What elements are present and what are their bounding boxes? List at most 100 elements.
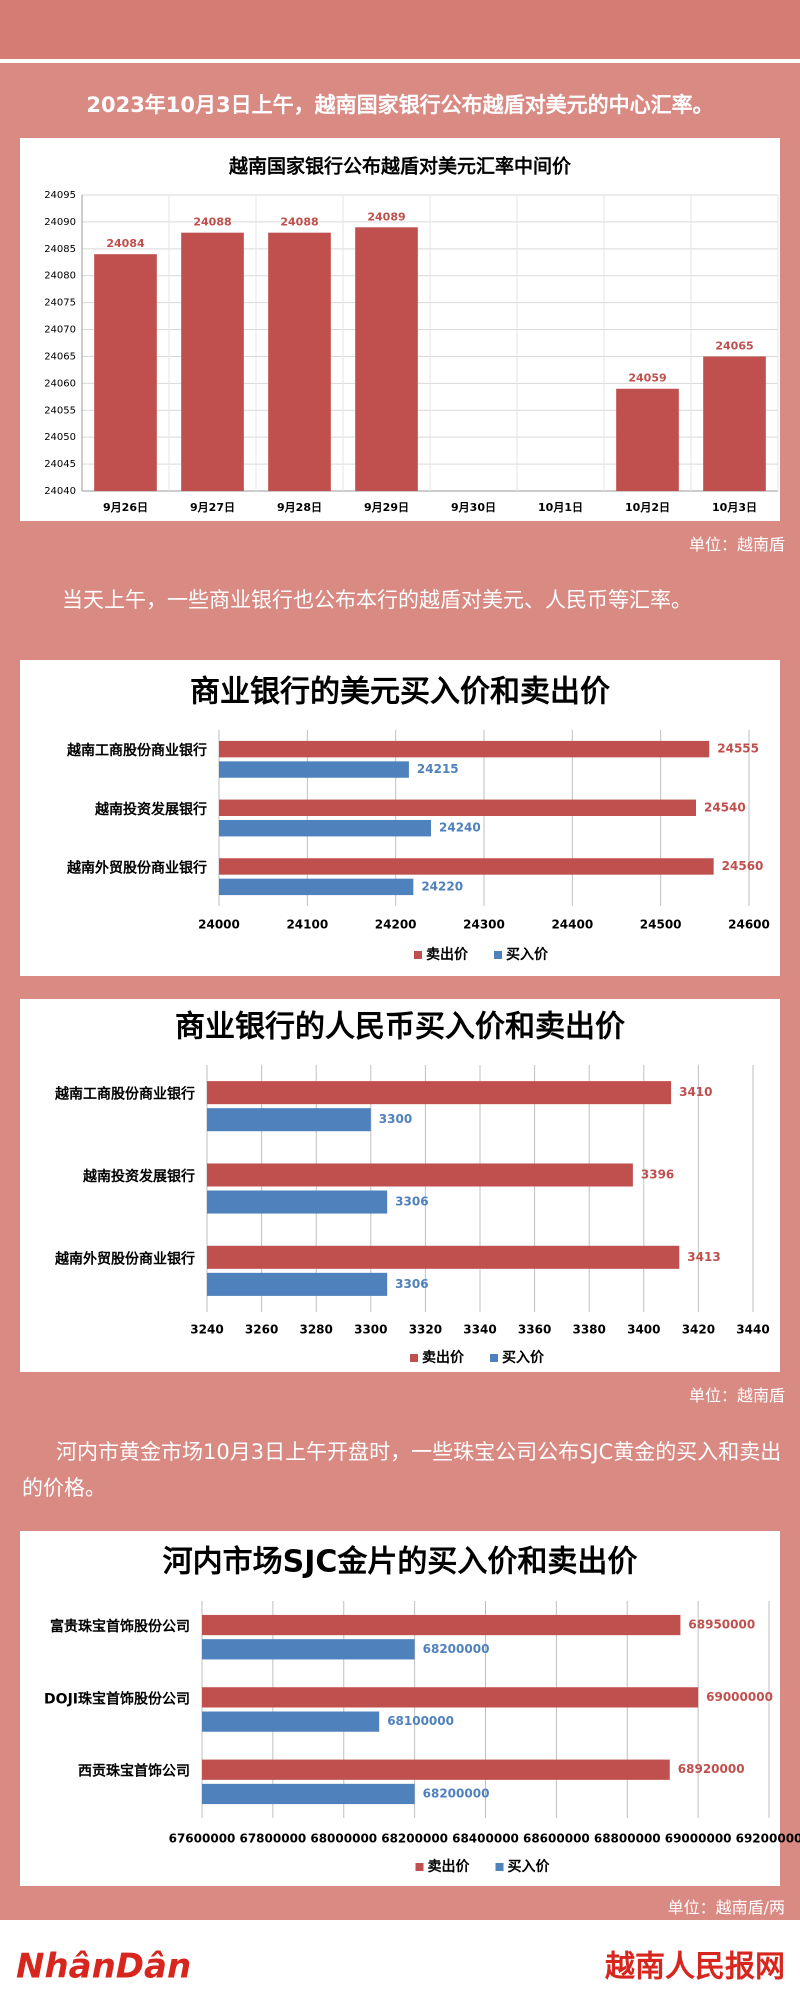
- bar: [181, 232, 244, 491]
- bar: [207, 1245, 680, 1269]
- value-label: 24059: [628, 372, 666, 385]
- bar: [219, 761, 409, 778]
- bar: [207, 1108, 371, 1132]
- legend-label: 卖出价: [426, 946, 469, 963]
- x-tick-label: 3340: [463, 1323, 496, 1337]
- top-rule: [0, 59, 800, 63]
- bar: [207, 1272, 388, 1296]
- y-tick-label: 24045: [44, 459, 76, 470]
- x-tick-label: 24200: [375, 918, 417, 932]
- y-tick-label: 24055: [44, 405, 76, 416]
- legend-swatch: [410, 1354, 418, 1362]
- bar: [202, 1783, 415, 1805]
- x-tick-label: 24000: [198, 918, 240, 932]
- value-label: 68200000: [423, 1642, 490, 1656]
- x-tick-label: 67600000: [169, 1832, 236, 1846]
- chart-title: 商业银行的美元买入价和卖出价: [190, 675, 610, 710]
- x-tick-label: 3400: [627, 1323, 660, 1337]
- category-label: 越南投资发展银行: [94, 801, 207, 818]
- x-tick-label: 24500: [640, 918, 682, 932]
- x-tick-label: 9月29日: [364, 501, 409, 514]
- x-tick-label: 3280: [299, 1323, 332, 1337]
- value-label: 68100000: [387, 1714, 454, 1728]
- value-label: 3396: [641, 1167, 674, 1181]
- value-label: 24240: [439, 821, 481, 835]
- y-tick-label: 24065: [44, 351, 76, 362]
- chart-panel: [20, 1531, 780, 1886]
- y-tick-label: 24095: [44, 190, 76, 201]
- bar: [207, 1081, 672, 1105]
- x-tick-label: 67800000: [239, 1832, 306, 1846]
- value-label: 24084: [106, 237, 145, 250]
- x-tick-label: 3380: [572, 1323, 605, 1337]
- x-tick-label: 24400: [551, 918, 593, 932]
- bar: [202, 1759, 670, 1780]
- legend-swatch: [495, 1863, 504, 1871]
- category-label: 越南工商股份商业银行: [54, 1086, 195, 1103]
- value-label: 68920000: [678, 1762, 745, 1776]
- x-tick-label: 68400000: [452, 1832, 519, 1846]
- bar: [202, 1639, 415, 1660]
- x-tick-label: 9月27日: [190, 501, 235, 514]
- bar: [202, 1614, 681, 1636]
- x-tick-label: 68200000: [381, 1832, 448, 1846]
- category-label: 富贵珠宝首饰股份公司: [50, 1618, 190, 1635]
- x-tick-label: 9月26日: [103, 501, 148, 514]
- x-tick-label: 69000000: [665, 1832, 732, 1846]
- y-tick-label: 24050: [44, 432, 76, 443]
- bar: [219, 820, 431, 837]
- x-tick-label: 68600000: [523, 1832, 590, 1846]
- bar: [219, 858, 714, 875]
- chart-title: 河内市场SJC金片的买入价和卖出价: [163, 1545, 638, 1580]
- value-label: 24555: [717, 742, 759, 756]
- unit-label: 单位：越南盾/两: [667, 1898, 785, 1917]
- y-tick-label: 24090: [44, 217, 76, 228]
- x-tick-label: 3320: [409, 1323, 442, 1337]
- x-tick-label: 9月28日: [277, 501, 322, 514]
- legend-swatch: [415, 1863, 424, 1871]
- value-label: 24065: [715, 339, 753, 352]
- y-tick-label: 24070: [44, 325, 76, 336]
- footer-band: [0, 1920, 800, 2000]
- y-tick-label: 24075: [44, 298, 76, 309]
- x-tick-label: 10月1日: [538, 501, 583, 514]
- x-tick-label: 24300: [463, 918, 505, 932]
- value-label: 68950000: [688, 1618, 755, 1632]
- intro-text: 2023年10月3日上午，越南国家银行公布越盾对美元的中心汇率。: [86, 93, 714, 117]
- bar: [219, 799, 696, 816]
- chart-title: 商业银行的人民币买入价和卖出价: [175, 1010, 625, 1045]
- value-label: 69000000: [706, 1690, 773, 1704]
- y-tick-label: 24085: [44, 244, 76, 255]
- unit-label: 单位：越南盾: [688, 1386, 785, 1405]
- legend-label: 买入价: [506, 947, 549, 963]
- intro-text: 河内市黄金市场10月3日上午开盘时，一些珠宝公司公布SJC黄金的买入和卖出的价格…: [22, 1440, 782, 1500]
- bar: [94, 254, 157, 491]
- value-label: 24220: [421, 879, 463, 893]
- x-tick-label: 68800000: [594, 1832, 661, 1846]
- x-tick-label: 24600: [728, 918, 770, 932]
- value-label: 24089: [367, 210, 405, 223]
- bar: [703, 356, 766, 491]
- bar: [207, 1190, 388, 1214]
- bar: [355, 227, 418, 492]
- bar: [268, 232, 331, 491]
- bar: [219, 878, 414, 896]
- y-tick-label: 24080: [44, 271, 76, 282]
- bar: [202, 1711, 380, 1732]
- x-tick-label: 69200000: [736, 1832, 800, 1846]
- category-label: 越南外贸股份商业银行: [66, 859, 207, 876]
- legend-swatch: [414, 951, 422, 959]
- legend-label: 买入价: [502, 1350, 545, 1366]
- x-tick-label: 3240: [190, 1323, 223, 1337]
- bar: [202, 1687, 699, 1708]
- category-label: DOJI珠宝首饰股份公司: [44, 1690, 190, 1707]
- x-tick-label: 3260: [245, 1323, 278, 1337]
- category-label: 越南投资发展银行: [82, 1168, 195, 1185]
- category-label: 西贡珠宝首饰公司: [78, 1763, 190, 1780]
- value-label: 68200000: [423, 1786, 490, 1800]
- y-tick-label: 24060: [44, 378, 76, 389]
- value-label: 3413: [687, 1250, 720, 1264]
- legend-swatch: [494, 951, 502, 959]
- legend-label: 买入价: [508, 1859, 551, 1875]
